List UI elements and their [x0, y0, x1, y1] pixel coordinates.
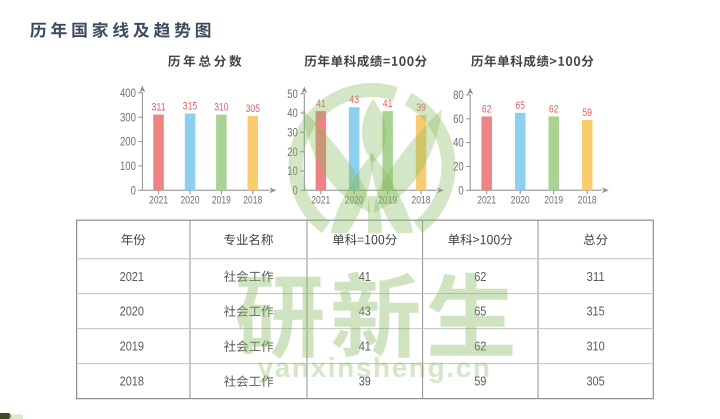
svg-text:2018: 2018 — [412, 195, 431, 207]
svg-text:100: 100 — [120, 161, 136, 173]
svg-text:80: 80 — [453, 90, 464, 102]
svg-text:40: 40 — [453, 138, 464, 150]
svg-text:41: 41 — [383, 98, 393, 110]
svg-text:50: 50 — [287, 89, 298, 101]
svg-text:2021: 2021 — [120, 269, 144, 284]
svg-text:311: 311 — [586, 269, 604, 284]
svg-text:40: 40 — [287, 108, 298, 120]
svg-text:30: 30 — [287, 127, 298, 139]
svg-text:39: 39 — [416, 102, 426, 114]
svg-text:20: 20 — [453, 162, 464, 174]
svg-text:yanxinsheng.cn: yanxinsheng.cn — [258, 352, 491, 383]
svg-text:311: 311 — [151, 102, 165, 114]
svg-text:310: 310 — [586, 339, 604, 354]
svg-text:62: 62 — [474, 269, 486, 284]
svg-text:62: 62 — [549, 103, 559, 115]
svg-text:0: 0 — [293, 185, 298, 197]
svg-text:2020: 2020 — [345, 195, 364, 207]
svg-text:60: 60 — [453, 114, 464, 126]
svg-text:2019: 2019 — [378, 195, 397, 207]
svg-text:2019: 2019 — [120, 339, 144, 354]
svg-text:305: 305 — [246, 103, 260, 115]
svg-text:41: 41 — [359, 269, 371, 284]
svg-text:315: 315 — [586, 304, 604, 319]
svg-text:43: 43 — [359, 304, 371, 319]
svg-text:2020: 2020 — [181, 195, 200, 207]
svg-text:300: 300 — [120, 112, 136, 124]
svg-text:2021: 2021 — [149, 195, 168, 207]
svg-text:305: 305 — [586, 374, 604, 389]
svg-text:59: 59 — [474, 374, 486, 389]
svg-text:315: 315 — [183, 101, 197, 113]
svg-text:2020: 2020 — [120, 304, 144, 319]
svg-text:65: 65 — [474, 304, 486, 319]
svg-text:0: 0 — [458, 185, 463, 197]
svg-text:10: 10 — [287, 166, 298, 178]
svg-text:39: 39 — [359, 374, 371, 389]
svg-text:2021: 2021 — [477, 195, 496, 207]
svg-text:2018: 2018 — [243, 195, 262, 207]
svg-text:62: 62 — [482, 103, 492, 115]
svg-text:2021: 2021 — [311, 195, 330, 207]
svg-text:41: 41 — [359, 339, 371, 354]
svg-text:0: 0 — [131, 185, 136, 197]
svg-text:2020: 2020 — [511, 195, 530, 207]
svg-text:2019: 2019 — [212, 195, 231, 207]
svg-text:41: 41 — [316, 98, 326, 110]
svg-text:400: 400 — [120, 88, 136, 100]
svg-text:2019: 2019 — [544, 195, 563, 207]
svg-text:59: 59 — [582, 107, 592, 119]
svg-text:62: 62 — [474, 339, 486, 354]
svg-text:310: 310 — [214, 102, 228, 114]
svg-text:43: 43 — [349, 94, 359, 106]
svg-text:2018: 2018 — [578, 195, 597, 207]
svg-text:20: 20 — [287, 147, 298, 159]
svg-text:2018: 2018 — [120, 374, 144, 389]
svg-text:200: 200 — [120, 137, 136, 149]
svg-text:65: 65 — [515, 100, 525, 112]
